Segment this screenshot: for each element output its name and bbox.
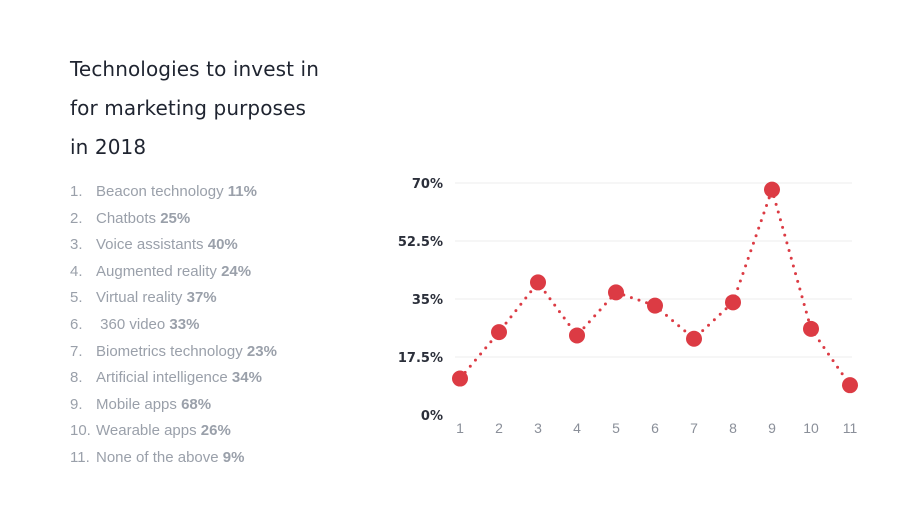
- y-tick-label: 52.5%: [398, 235, 443, 250]
- y-tick-label: 70%: [412, 177, 443, 192]
- list-item-number: 3.: [70, 236, 83, 254]
- list-item-value: 11%: [227, 183, 257, 200]
- x-tick-label: 5: [612, 420, 620, 436]
- list-item: 10. Wearable apps 26%: [70, 418, 277, 445]
- list-item-label: None of the above: [96, 448, 219, 466]
- list-item-value: 23%: [246, 342, 277, 360]
- data-point: [452, 370, 468, 387]
- list-item-number: 7.: [70, 342, 83, 360]
- x-axis-ticks: 1 2 3 4 5 6 7 8 9 10 11: [456, 420, 857, 436]
- series-polyline: [458, 188, 852, 387]
- x-tick-label: 9: [768, 420, 776, 436]
- x-tick-label: 8: [729, 420, 737, 436]
- x-tick-label: 7: [690, 420, 698, 436]
- list-item: 8. Artificial intelligence 34%: [70, 365, 277, 392]
- data-point: [491, 324, 507, 341]
- list-item: 9. Mobile apps 68%: [70, 392, 277, 419]
- list-item-number: 5.: [70, 289, 83, 307]
- x-tick-label: 2: [495, 420, 503, 436]
- list-item-number: 4.: [70, 262, 83, 280]
- list-item-value: 24%: [221, 262, 252, 280]
- list-item-value: 25%: [160, 209, 191, 227]
- y-tick-label: 0%: [421, 409, 443, 424]
- x-tick-label: 3: [534, 420, 542, 436]
- title-line-2: for marketing purposes: [70, 96, 306, 120]
- list-item-value: 68%: [181, 395, 212, 413]
- list-item: 7. Biometrics technology 23%: [70, 339, 277, 366]
- grid-lines: [455, 182, 852, 358]
- y-tick-label: 17.5%: [398, 351, 443, 366]
- list-item-label: Voice assistants: [96, 236, 204, 254]
- list-item-label: Wearable apps: [96, 422, 197, 440]
- data-point: [608, 284, 624, 301]
- list-item-label: 360 video: [96, 315, 166, 333]
- data-point: [530, 274, 546, 291]
- x-tick-label: 6: [651, 420, 659, 436]
- y-axis-ticks: 0% 17.5% 35% 52.5% 70%: [398, 177, 443, 424]
- x-tick-label: 11: [843, 420, 858, 436]
- list-item-number: 1.: [70, 183, 83, 200]
- series-points: [452, 181, 858, 394]
- data-point: [842, 377, 858, 394]
- chart-title: Technologies to invest in for marketing …: [70, 50, 360, 167]
- x-tick-label: 1: [456, 420, 464, 436]
- list-item-value: 40%: [207, 236, 238, 254]
- x-tick-label: 4: [573, 420, 581, 436]
- list-item-number: 2.: [70, 209, 83, 227]
- list-item-value: 37%: [186, 289, 217, 307]
- list-item-label: Artificial intelligence: [96, 369, 228, 387]
- data-point: [686, 330, 702, 347]
- legend-list: 1. Beacon technology 11% 2. Chatbots 25% 3…: [70, 179, 277, 472]
- x-tick-label: 10: [803, 420, 819, 436]
- data-point: [764, 181, 780, 198]
- list-item-label: Beacon technology: [96, 183, 224, 200]
- list-item-number: 9.: [70, 395, 83, 413]
- list-item-label: Chatbots: [96, 209, 157, 227]
- data-point: [647, 297, 663, 314]
- list-item: 1. Beacon technology 11%: [70, 179, 277, 206]
- data-point: [725, 294, 741, 311]
- series-line: [458, 188, 852, 387]
- title-line-1: Technologies to invest in: [70, 57, 319, 81]
- list-item-label: Biometrics technology: [96, 342, 243, 360]
- list-item-label: Virtual reality: [96, 289, 183, 307]
- list-item: 2. Chatbots 25%: [70, 206, 277, 233]
- list-item: 6. 360 video 33%: [70, 312, 277, 339]
- list-item-value: 33%: [169, 315, 200, 333]
- list-item-label: Mobile apps: [96, 395, 177, 413]
- list-item-label: Augmented reality: [96, 262, 217, 280]
- title-line-3: in 2018: [70, 135, 147, 159]
- list-item-value: 26%: [200, 422, 231, 440]
- list-item-number: 6.: [70, 315, 83, 333]
- list-item-number: 8.: [70, 369, 83, 387]
- list-item-number: 11.: [70, 448, 90, 466]
- list-item: 11. None of the above 9%: [70, 445, 277, 472]
- data-point: [569, 327, 585, 344]
- list-item-value: 9%: [222, 448, 245, 466]
- list-item-value: 34%: [231, 369, 262, 387]
- list-item: 3. Voice assistants 40%: [70, 232, 277, 259]
- y-tick-label: 35%: [412, 293, 443, 308]
- list-item: 4. Augmented reality 24%: [70, 259, 277, 286]
- list-item-number: 10.: [70, 422, 91, 440]
- list-item: 5. Virtual reality 37%: [70, 285, 277, 312]
- data-point: [803, 320, 819, 337]
